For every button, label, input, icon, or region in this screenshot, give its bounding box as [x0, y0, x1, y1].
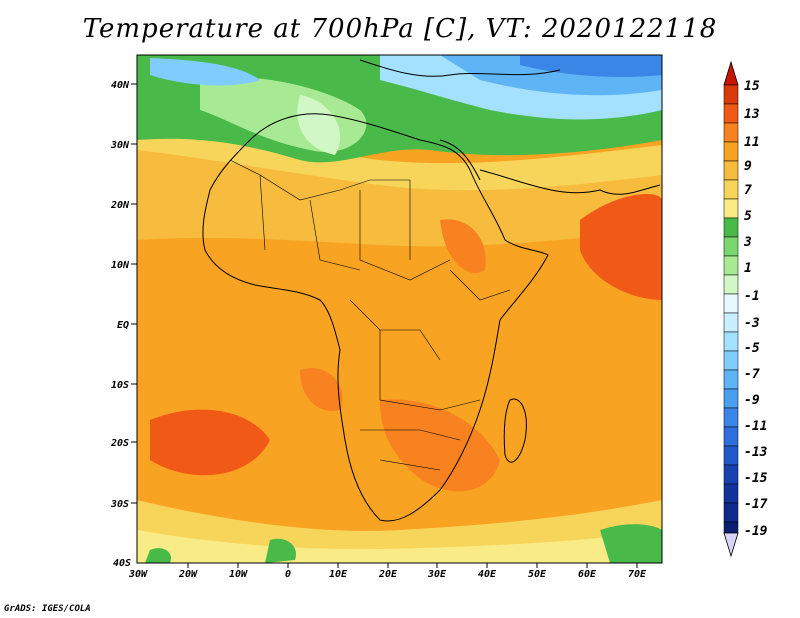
lat-label: 30N	[110, 140, 130, 151]
lat-label: 40S	[113, 558, 131, 569]
lon-label: 20W	[178, 569, 198, 580]
lat-label: 30S	[110, 499, 129, 510]
credit-text: GrADS: IGES/COLA	[4, 604, 91, 614]
colorbar-label: -7	[744, 367, 760, 382]
colorbar-label: 13	[744, 107, 760, 122]
colorbar-label: -3	[744, 316, 760, 331]
lon-label: 10W	[229, 569, 248, 580]
lat-label: 10S	[111, 380, 129, 391]
colorbar: 15 13 11 9 7 5 3 1 -1 -3 -5 -7 -9 -11 -1…	[723, 60, 768, 558]
colorbar-label: 5	[744, 209, 752, 224]
coastlines	[202, 59, 661, 522]
lon-label: 30W	[128, 569, 148, 580]
lon-label: 40E	[478, 569, 497, 580]
lat-label: 40N	[111, 80, 130, 91]
lat-label: 20S	[110, 438, 129, 449]
colorbar-label: 15	[744, 79, 760, 94]
colorbar-label: 1	[744, 261, 752, 276]
temperature-field	[137, 55, 662, 563]
lat-label: 10N	[111, 260, 130, 271]
colorbar-label: -17	[744, 497, 768, 512]
lon-label: 70E	[628, 569, 647, 580]
colorbar-label: -9	[744, 393, 760, 408]
colorbar-label: -19	[744, 524, 768, 539]
colorbar-label: 11	[744, 135, 760, 150]
lon-label: 10E	[329, 569, 348, 580]
lon-label: 20E	[378, 569, 398, 580]
lon-label: 0	[285, 569, 291, 580]
lon-axis: 30W 20W 10W 0 10E 20E 30E 40E 50E 60E 70…	[128, 563, 647, 580]
colorbar-label: -1	[744, 289, 760, 304]
colorbar-label: -13	[744, 445, 768, 460]
map-title: Temperature at 700hPa [C], VT: 202012211…	[82, 14, 718, 44]
colorbar-label: 3	[743, 235, 752, 250]
lat-label: EQ	[117, 320, 129, 331]
map-frame	[136, 54, 663, 564]
colorbar-label: -11	[744, 419, 767, 434]
lon-label: 30E	[427, 569, 447, 580]
borders	[229, 159, 511, 471]
lat-axis: 40N 30N 20N 10N EQ 10S 20S 30S 40S	[110, 80, 137, 569]
colorbar-label: -5	[744, 341, 760, 356]
lat-label: 20N	[110, 200, 130, 211]
colorbar-label: 7	[744, 183, 752, 198]
lon-label: 50E	[528, 569, 547, 580]
lon-label: 60E	[578, 569, 597, 580]
colorbar-label: -15	[744, 471, 768, 486]
colorbar-label: 9	[744, 159, 752, 174]
